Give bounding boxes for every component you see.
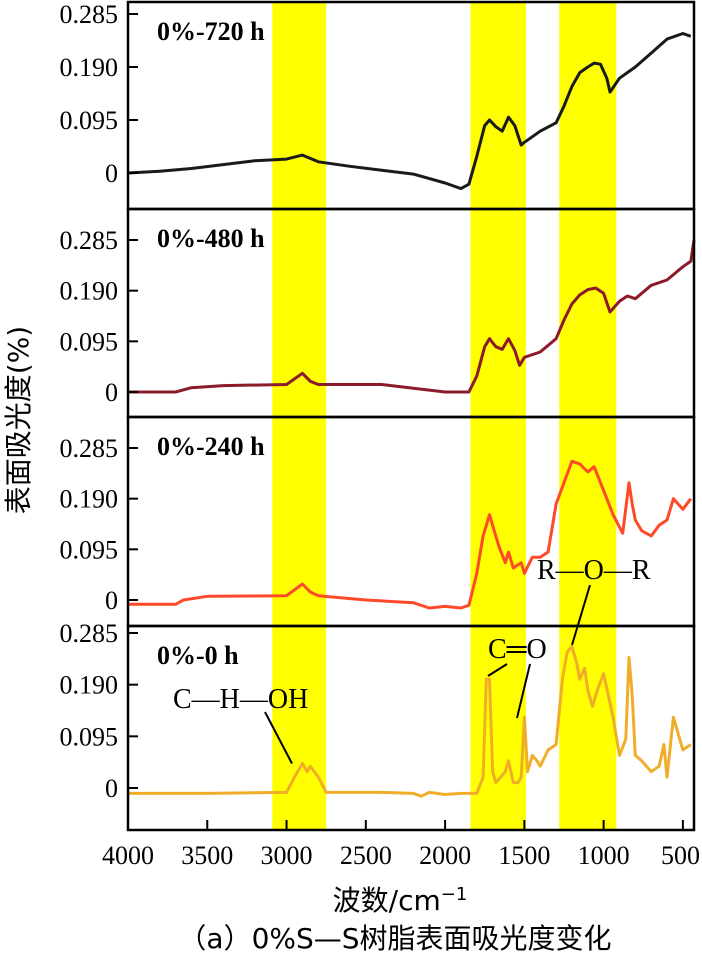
x-tick-label: 4000	[102, 841, 154, 870]
series-line-1	[127, 32, 692, 191]
y-tick-label: 0.190	[60, 485, 119, 514]
y-tick-label: 0.095	[60, 106, 119, 135]
y-tick-label: 0.285	[60, 619, 119, 648]
series-line-3	[128, 459, 693, 610]
x-axis-label: 波数/cm−1	[333, 884, 468, 918]
x-tick-label: 3000	[261, 841, 313, 870]
x-tick-label: 1500	[498, 841, 550, 870]
y-tick-label: 0	[105, 586, 118, 615]
annotations: C—H—OH C═O R—O—R	[173, 555, 651, 764]
x-tick-label: 2500	[340, 841, 392, 870]
x-axis-label-main: 波数/cm	[333, 884, 441, 917]
series-label: 0%-240 h	[157, 432, 265, 461]
y-tick-label: 0.095	[60, 722, 119, 751]
annotation-label: C═O	[488, 634, 547, 665]
annotation-leader	[571, 584, 591, 646]
y-tick-label: 0.095	[60, 535, 119, 564]
annotation-leader	[487, 663, 508, 677]
figure-caption: （a）0%S—S树脂表面吸光度变化	[178, 922, 611, 955]
annotation-label: C—H—OH	[173, 684, 308, 715]
y-tick-label: 0.190	[60, 277, 119, 306]
series-label: 0%-0 h	[157, 641, 239, 670]
annotation-label: R—O—R	[537, 555, 651, 586]
y-tick-label: 0	[105, 159, 118, 188]
y-tick-label: 0.285	[60, 0, 119, 29]
y-tick-label: 0.285	[60, 226, 119, 255]
panel-frame	[126, 624, 696, 832]
y-tick-label: 0	[105, 378, 118, 407]
x-tick-label: 500	[661, 841, 700, 870]
axes: 0 0.095 0.190 0.285 0 0.095 0.190 0.285 0 0.095 0.…	[60, 0, 701, 870]
y-tick-label: 0	[105, 774, 118, 803]
y-tick-label: 0.095	[60, 327, 119, 356]
x-tick-label: 1000	[578, 841, 630, 870]
series-label: 0%-480 h	[157, 224, 265, 253]
y-tick-label: 0.190	[60, 671, 119, 700]
series-line-4	[128, 645, 692, 798]
x-tick-label: 2000	[419, 841, 471, 870]
x-axis-label-exponent: −1	[441, 884, 468, 905]
y-axis-label: 表面吸光度(%)	[2, 326, 35, 514]
spectra-curves: 0%-720 h 0%-480 h 0%-240 h 0%-0 h	[127, 17, 696, 798]
y-tick-label: 0.285	[60, 434, 119, 463]
annotation-leader	[516, 663, 531, 719]
x-tick-label: 3500	[181, 841, 233, 870]
series-line-2	[128, 239, 696, 394]
series-label: 0%-720 h	[157, 17, 265, 46]
annotation-leader	[264, 711, 293, 764]
y-tick-label: 0.190	[60, 53, 119, 82]
